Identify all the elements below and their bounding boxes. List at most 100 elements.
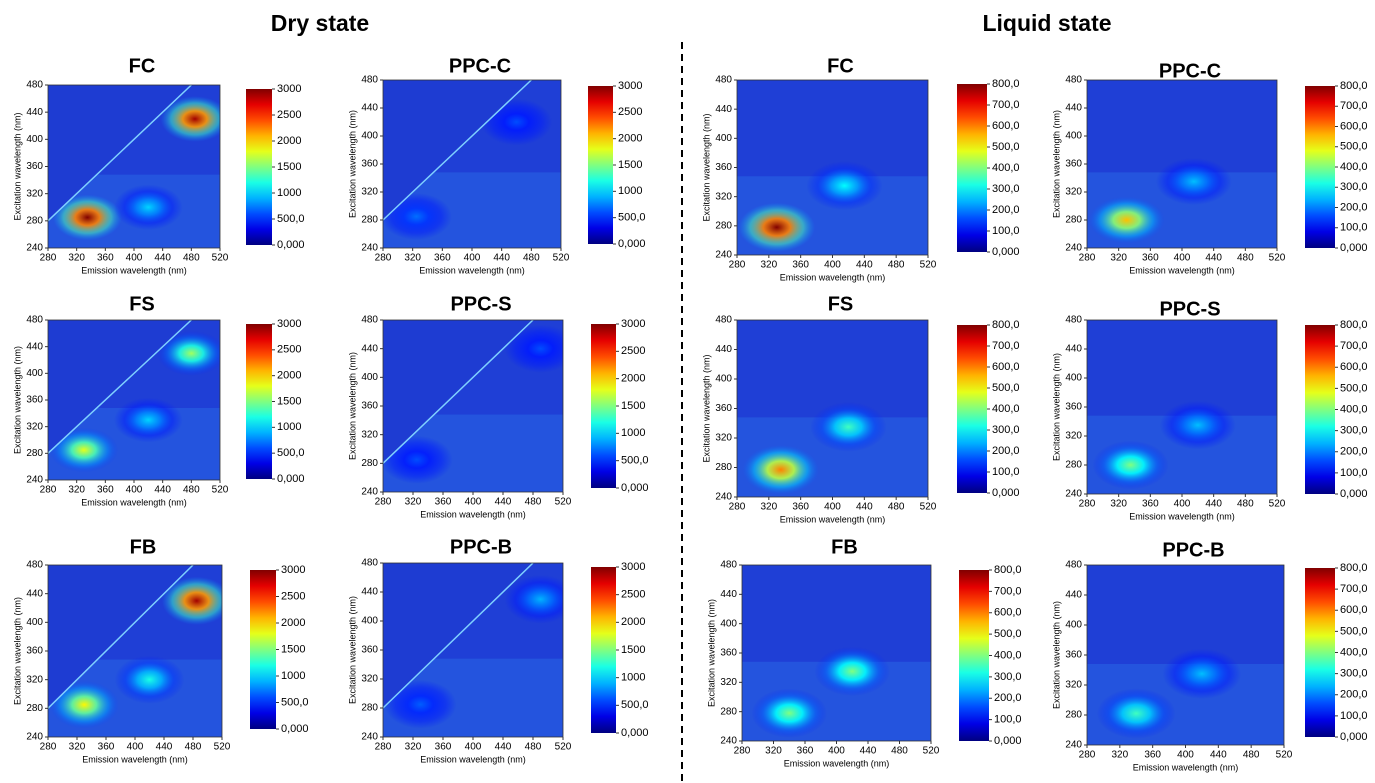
x-axis-label: Emission wavelength (nm)	[419, 265, 525, 275]
x-tick-label: 360	[98, 742, 115, 753]
y-tick-label: 440	[1065, 344, 1082, 355]
y-tick-label: 360	[715, 403, 732, 414]
colorbar-tick-label: 1500	[621, 400, 645, 412]
y-tick-label: 240	[1065, 243, 1082, 254]
x-tick-label: 280	[40, 742, 57, 753]
colorbar-tick-label: 400,0	[992, 162, 1020, 174]
y-tick-label: 400	[361, 616, 378, 627]
colorbar-tick-label: 300,0	[1340, 668, 1368, 680]
colorbar	[1305, 86, 1335, 248]
x-tick-label: 440	[1205, 499, 1222, 510]
colorbar-tick-label: 800,0	[992, 78, 1020, 90]
y-tick-label: 400	[361, 131, 378, 142]
colorbar-tick-label: 2500	[277, 109, 301, 121]
y-tick-label: 440	[26, 341, 43, 352]
x-tick-label: 280	[40, 253, 57, 264]
colorbar-tick-label: 700,0	[1340, 583, 1368, 595]
colorbar-tick-label: 200,0	[1340, 446, 1368, 458]
colorbar-tick-label: 0,000	[1340, 242, 1368, 254]
x-tick-label: 320	[68, 485, 85, 496]
y-tick-label: 400	[715, 374, 732, 385]
y-axis-label: Excitation wavelength (nm)	[706, 599, 716, 707]
y-tick-label: 480	[1065, 75, 1082, 86]
peak	[114, 655, 185, 704]
x-tick-label: 400	[828, 746, 845, 757]
peak	[113, 397, 183, 443]
x-tick-label: 400	[824, 502, 841, 513]
colorbar-tick-label: 0,000	[1340, 488, 1368, 500]
x-tick-label: 440	[154, 253, 171, 264]
peak	[1096, 688, 1176, 739]
colorbar-tick-label: 1000	[621, 672, 645, 684]
x-tick-label: 400	[1174, 499, 1191, 510]
y-tick-label: 360	[26, 646, 43, 657]
colorbar-tick-label: 700,0	[992, 99, 1020, 111]
colorbar-tick-label: 400,0	[1340, 403, 1368, 415]
colorbar-tick-label: 500,0	[618, 212, 646, 224]
colorbar	[959, 570, 989, 741]
colorbar-tick-label: 3000	[621, 318, 645, 330]
colorbar-tick-label: 500,0	[1340, 141, 1368, 153]
x-tick-label: 280	[40, 485, 57, 496]
x-tick-label: 360	[1142, 499, 1159, 510]
colorbar-tick-label: 1000	[621, 427, 645, 439]
x-tick-label: 520	[920, 502, 937, 513]
y-tick-label: 240	[715, 250, 732, 261]
x-tick-label: 360	[1144, 750, 1161, 761]
colorbar-tick-label: 2500	[277, 344, 301, 356]
y-axis-label: Excitation wavelength (nm)	[12, 346, 22, 454]
colorbar-tick-label: 600,0	[992, 361, 1020, 373]
peak	[1162, 648, 1242, 699]
y-tick-label: 320	[715, 433, 732, 444]
colorbar-tick-label: 2000	[621, 616, 645, 628]
x-tick-label: 320	[760, 260, 777, 271]
peak	[1092, 440, 1169, 490]
peak	[160, 96, 220, 142]
y-tick-label: 440	[26, 107, 43, 118]
x-tick-label: 360	[1142, 253, 1159, 264]
colorbar-tick-label: 0,000	[621, 727, 649, 739]
y-tick-label: 320	[26, 674, 43, 685]
colorbar-tick-label: 1500	[621, 644, 645, 656]
y-tick-label: 400	[715, 133, 732, 144]
colorbar-tick-label: 2000	[281, 617, 305, 629]
x-tick-label: 480	[1237, 499, 1254, 510]
y-tick-label: 480	[26, 80, 43, 91]
colorbar-tick-label: 3000	[277, 318, 301, 330]
colorbar-tick-label: 2000	[621, 373, 645, 385]
x-tick-label: 360	[97, 253, 114, 264]
y-tick-label: 320	[361, 429, 378, 440]
y-tick-label: 320	[715, 191, 732, 202]
x-tick-label: 360	[792, 260, 809, 271]
y-tick-label: 320	[1065, 187, 1082, 198]
x-axis-label: Emission wavelength (nm)	[780, 272, 886, 282]
y-tick-label: 480	[720, 560, 737, 571]
colorbar-tick-label: 100,0	[992, 225, 1020, 237]
colorbar-tick-label: 500,0	[992, 141, 1020, 153]
x-tick-label: 280	[1079, 750, 1096, 761]
y-tick-label: 280	[1065, 710, 1082, 721]
x-tick-label: 280	[375, 497, 392, 508]
y-axis-label: Excitation wavelength (nm)	[1051, 110, 1061, 218]
y-tick-label: 360	[361, 159, 378, 170]
y-tick-label: 280	[361, 215, 378, 226]
colorbar-tick-label: 2000	[277, 370, 301, 382]
x-tick-label: 520	[1276, 750, 1293, 761]
colorbar-tick-label: 1500	[277, 395, 301, 407]
colorbar-tick-label: 400,0	[1340, 646, 1368, 658]
plot-area	[737, 80, 928, 255]
x-tick-label: 400	[464, 253, 481, 264]
peak	[751, 688, 828, 738]
y-tick-label: 440	[26, 588, 43, 599]
y-tick-label: 240	[715, 492, 732, 503]
x-tick-label: 480	[1243, 750, 1260, 761]
y-axis-label: Excitation wavelength (nm)	[12, 597, 22, 705]
colorbar-tick-label: 100,0	[992, 466, 1020, 478]
colorbar	[588, 86, 613, 244]
x-axis-label: Emission wavelength (nm)	[81, 265, 187, 275]
colorbar-tick-label: 200,0	[992, 204, 1020, 216]
colorbar-tick-label: 500,0	[277, 213, 305, 225]
y-tick-label: 400	[26, 134, 43, 145]
x-tick-label: 480	[888, 502, 905, 513]
x-tick-label: 520	[555, 742, 572, 753]
